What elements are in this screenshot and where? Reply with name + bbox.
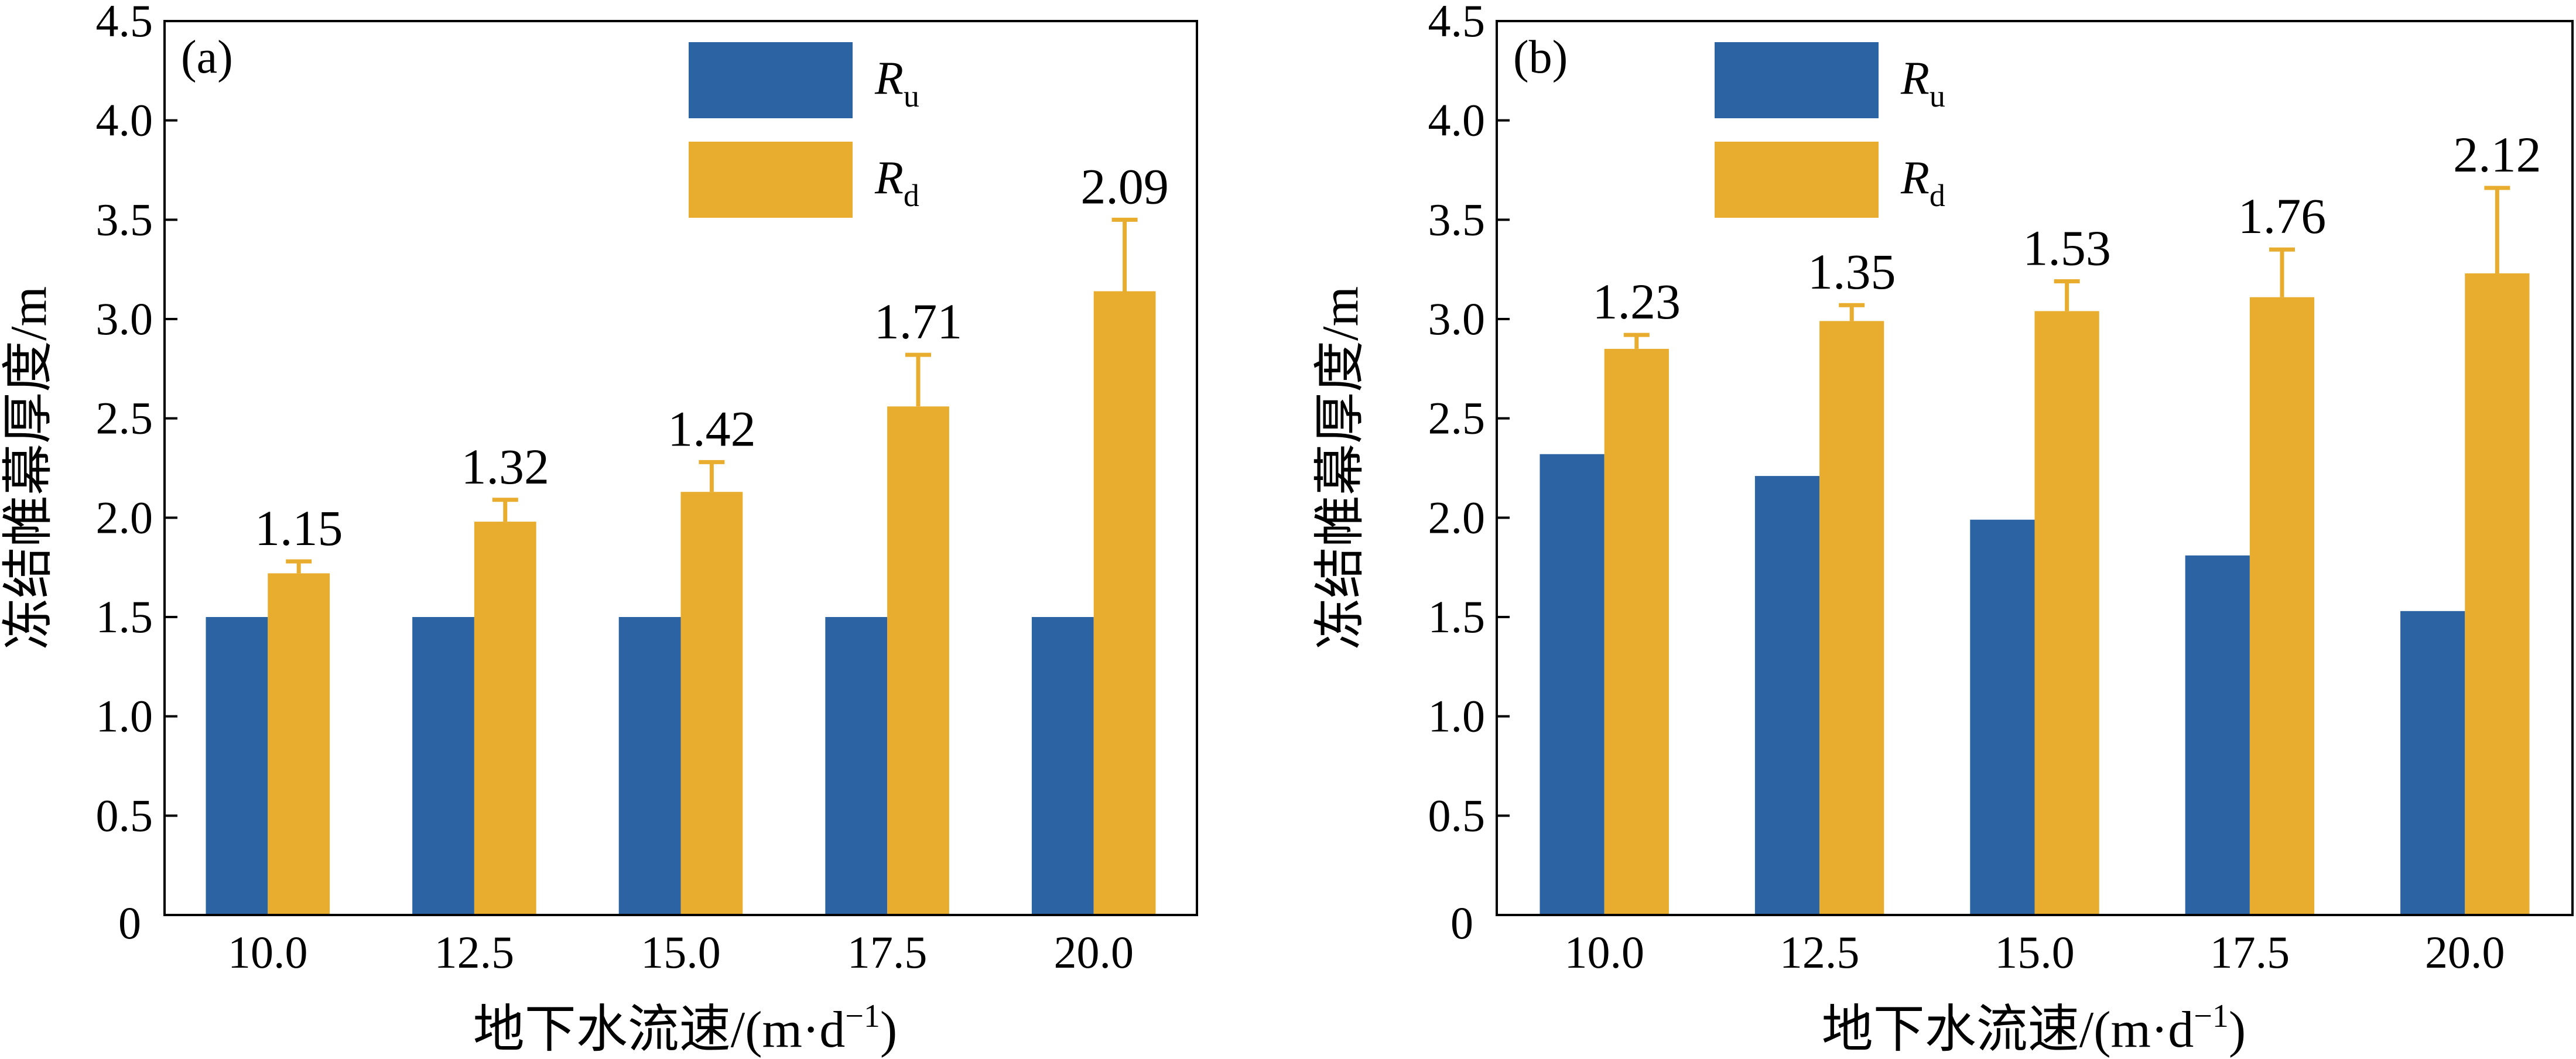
y-tick-label-0.5: 0.5 bbox=[96, 790, 153, 841]
bar-u-15.0 bbox=[1970, 519, 2035, 915]
panel-label: (b) bbox=[1513, 32, 1568, 83]
x-tick-label-15.0: 15.0 bbox=[641, 927, 721, 978]
x-axis-title: 地下水流速/(m·d−1) bbox=[1822, 998, 2246, 1058]
y-tick-label-1.5: 1.5 bbox=[96, 591, 153, 642]
legend-label-d: Rd bbox=[1900, 152, 1945, 213]
plot-frame bbox=[163, 20, 1198, 916]
bar-d-12.5 bbox=[474, 522, 536, 915]
y-tick-label-3.0: 3.0 bbox=[1428, 293, 1486, 344]
bar-u-15.0 bbox=[618, 617, 681, 915]
bar-d-17.5 bbox=[2249, 297, 2315, 915]
legend-swatch-u bbox=[1715, 42, 1879, 118]
data-label-12.5: 1.32 bbox=[461, 438, 550, 495]
legend-label-u: Ru bbox=[874, 53, 919, 114]
y-tick-label-2.0: 2.0 bbox=[1428, 492, 1486, 543]
legend-label-u: Ru bbox=[1900, 53, 1945, 114]
bar-d-20.0 bbox=[2465, 273, 2530, 915]
x-tick-label-15.0: 15.0 bbox=[1995, 927, 2075, 978]
data-label-15.0: 1.53 bbox=[2023, 220, 2111, 276]
legend: Ru Rd bbox=[689, 42, 919, 218]
y-tick-label-0: 0 bbox=[118, 897, 141, 948]
y-tick-label-2.0: 2.0 bbox=[96, 492, 153, 543]
bar-u-17.5 bbox=[825, 617, 888, 915]
y-tick-label-0.5: 0.5 bbox=[1428, 790, 1486, 841]
data-label-12.5: 1.35 bbox=[1808, 244, 1896, 300]
legend: Ru Rd bbox=[1715, 42, 1945, 218]
plot-frame bbox=[1496, 20, 2574, 916]
bar-d-15.0 bbox=[2034, 311, 2099, 915]
x-tick-label-10.0: 10.0 bbox=[1564, 927, 1644, 978]
bar-u-10.0 bbox=[1540, 454, 1605, 915]
y-tick-label-3.0: 3.0 bbox=[96, 293, 153, 344]
y-tick-label-3.5: 3.5 bbox=[1428, 194, 1486, 245]
bar-u-12.5 bbox=[412, 617, 474, 915]
bar-d-17.5 bbox=[887, 406, 949, 915]
y-tick-label-1.0: 1.0 bbox=[1428, 691, 1486, 742]
x-tick-label-17.5: 17.5 bbox=[2210, 927, 2290, 978]
data-label-10.0: 1.15 bbox=[255, 500, 343, 556]
y-tick-label-1.5: 1.5 bbox=[1428, 591, 1486, 642]
bar-d-12.5 bbox=[1819, 321, 1884, 915]
bar-u-17.5 bbox=[2185, 555, 2250, 915]
y-tick-label-3.5: 3.5 bbox=[96, 194, 153, 245]
x-axis-title: 地下水流速/(m·d−1) bbox=[473, 998, 897, 1058]
y-tick-label-2.5: 2.5 bbox=[1428, 393, 1486, 444]
chart-panel-a: 1.15 10.0 1.32 12.5 1.42 15.0 1.71 17.5 2.09 20.0… bbox=[1, 0, 1198, 1058]
y-tick-label-4.5: 4.5 bbox=[96, 0, 153, 46]
y-axis-title: 冻结帷幕厚度/m bbox=[1, 286, 57, 650]
data-label-15.0: 1.42 bbox=[668, 400, 756, 457]
bar-u-10.0 bbox=[206, 617, 268, 915]
y-tick-label-4.0: 4.0 bbox=[1428, 95, 1486, 146]
y-axis-title: 冻结帷幕厚度/m bbox=[1312, 286, 1369, 650]
y-tick-label-2.5: 2.5 bbox=[96, 393, 153, 444]
x-tick-label-17.5: 17.5 bbox=[847, 927, 928, 978]
x-tick-label-20.0: 20.0 bbox=[2425, 927, 2505, 978]
bar-d-20.0 bbox=[1093, 291, 1156, 915]
y-tick-label-1.0: 1.0 bbox=[96, 691, 153, 742]
y-tick-label-4.5: 4.5 bbox=[1428, 0, 1486, 46]
legend-swatch-d bbox=[1715, 142, 1879, 218]
data-label-20.0: 2.09 bbox=[1080, 158, 1169, 214]
legend-swatch-u bbox=[689, 42, 853, 118]
legend-swatch-d bbox=[689, 142, 853, 218]
bar-u-20.0 bbox=[2400, 611, 2465, 915]
bar-d-10.0 bbox=[268, 573, 330, 915]
x-tick-label-12.5: 12.5 bbox=[435, 927, 515, 978]
x-tick-label-10.0: 10.0 bbox=[228, 927, 308, 978]
legend-label-d: Rd bbox=[874, 152, 919, 213]
bar-u-12.5 bbox=[1754, 476, 1820, 915]
bar-d-15.0 bbox=[680, 492, 743, 915]
x-tick-label-20.0: 20.0 bbox=[1053, 927, 1134, 978]
y-tick-label-0: 0 bbox=[1451, 897, 1473, 948]
data-label-17.5: 1.76 bbox=[2238, 188, 2327, 244]
bar-u-20.0 bbox=[1031, 617, 1094, 915]
panel-label: (a) bbox=[181, 32, 233, 83]
data-label-17.5: 1.71 bbox=[874, 293, 963, 349]
bar-d-10.0 bbox=[1604, 348, 1669, 915]
data-label-20.0: 2.12 bbox=[2453, 126, 2541, 183]
data-label-10.0: 1.23 bbox=[1593, 273, 1681, 330]
x-tick-label-12.5: 12.5 bbox=[1780, 927, 1860, 978]
y-tick-label-4.0: 4.0 bbox=[96, 95, 153, 146]
chart-panel-b: 1.23 10.0 1.35 12.5 1.53 15.0 1.76 17.5 2.12 20.0… bbox=[1312, 0, 2574, 1058]
